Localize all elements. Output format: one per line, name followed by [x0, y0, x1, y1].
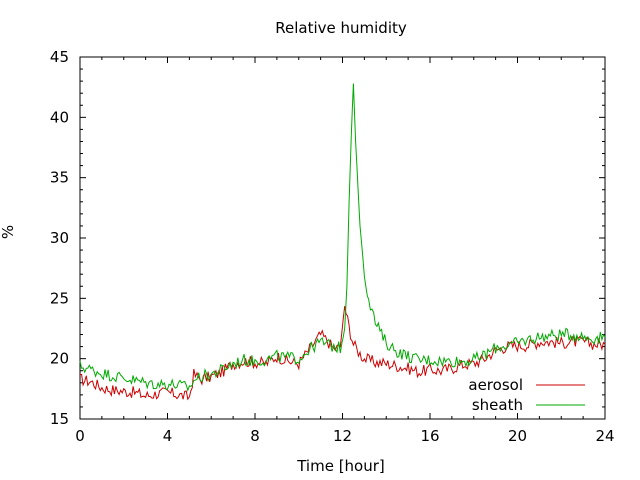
x-axis-label: Time [hour]	[296, 457, 385, 475]
x-tick-label: 24	[595, 427, 614, 445]
y-tick-label: 30	[50, 229, 69, 247]
y-tick-label: 25	[50, 289, 69, 307]
y-tick-label: 35	[50, 169, 69, 187]
y-axis-label: %	[0, 225, 17, 239]
plot-frame	[79, 56, 606, 420]
chart-title: Relative humidity	[275, 19, 407, 37]
legend: aerosol sheath	[468, 376, 585, 414]
x-tick-label: 16	[420, 427, 439, 445]
x-tick-label: 20	[508, 427, 527, 445]
y-tick-label: 20	[50, 350, 69, 368]
y-tick-label: 15	[50, 410, 69, 428]
x-tick-label: 0	[75, 427, 85, 445]
x-tick-label: 4	[163, 427, 173, 445]
series-layer	[79, 83, 606, 401]
plot-axes: 0 4 8 12 16 20 24 15 20 25 30 35 40 45	[50, 48, 615, 445]
y-tick-label: 40	[50, 108, 69, 126]
series-line-aerosol	[80, 306, 606, 401]
x-tick-label: 12	[333, 427, 352, 445]
legend-label-aerosol: aerosol	[468, 376, 523, 394]
x-tick-label: 8	[250, 427, 260, 445]
y-tick-label: 45	[50, 48, 69, 66]
series-line-sheath	[79, 83, 606, 392]
legend-label-sheath: sheath	[472, 396, 523, 414]
